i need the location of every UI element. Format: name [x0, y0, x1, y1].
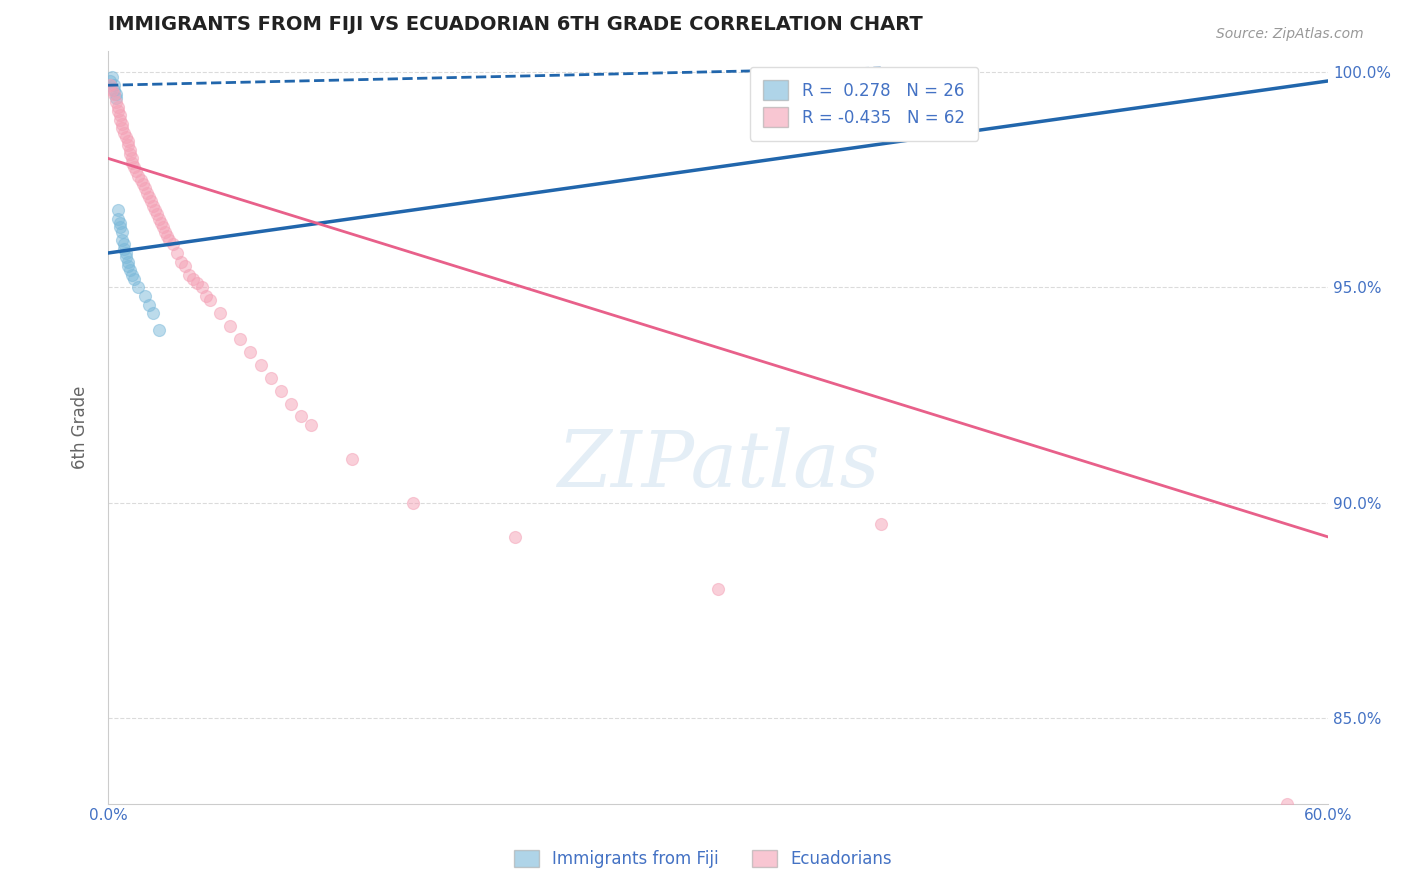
- Point: [340, 452, 363, 467]
- Point: [105, 91, 128, 105]
- Legend: R =  0.278   N = 26, R = -0.435   N = 62: R = 0.278 N = 26, R = -0.435 N = 62: [751, 67, 979, 141]
- Point: [219, 319, 242, 334]
- Point: [108, 216, 131, 230]
- Point: [148, 323, 170, 337]
- Point: [139, 194, 162, 209]
- Point: [166, 246, 188, 260]
- Text: Source: ZipAtlas.com: Source: ZipAtlas.com: [1216, 27, 1364, 41]
- Text: IMMIGRANTS FROM FIJI VS ECUADORIAN 6TH GRADE CORRELATION CHART: IMMIGRANTS FROM FIJI VS ECUADORIAN 6TH G…: [108, 15, 922, 34]
- Point: [142, 306, 165, 320]
- Point: [179, 268, 201, 282]
- Point: [121, 152, 143, 166]
- Point: [103, 87, 125, 101]
- Point: [115, 129, 138, 144]
- Point: [117, 259, 139, 273]
- Point: [117, 134, 139, 148]
- Point: [162, 237, 184, 252]
- Point: [142, 199, 165, 213]
- Point: [156, 228, 179, 243]
- Point: [128, 169, 150, 183]
- Point: [280, 396, 302, 410]
- Point: [134, 181, 156, 195]
- Point: [107, 202, 129, 217]
- Point: [105, 87, 128, 101]
- Point: [112, 237, 135, 252]
- Point: [135, 186, 157, 200]
- Point: [112, 126, 135, 140]
- Point: [157, 233, 180, 247]
- Point: [148, 211, 170, 226]
- Point: [129, 173, 152, 187]
- Point: [149, 216, 172, 230]
- Point: [103, 82, 125, 96]
- Point: [108, 220, 131, 235]
- Text: ZIPatlas: ZIPatlas: [557, 426, 879, 503]
- Point: [115, 250, 138, 264]
- Point: [190, 280, 212, 294]
- Point: [112, 242, 135, 256]
- Point: [101, 82, 124, 96]
- Point: [117, 254, 139, 268]
- Point: [131, 177, 153, 191]
- Point: [402, 495, 425, 509]
- Point: [174, 259, 197, 273]
- Point: [111, 233, 134, 247]
- Point: [138, 190, 160, 204]
- Point: [108, 108, 131, 122]
- Point: [111, 117, 134, 131]
- Y-axis label: 6th Grade: 6th Grade: [72, 385, 89, 469]
- Point: [198, 293, 221, 308]
- Point: [183, 272, 205, 286]
- Point: [111, 121, 134, 136]
- Point: [125, 164, 148, 178]
- Point: [103, 78, 125, 93]
- Point: [299, 418, 322, 433]
- Point: [120, 263, 142, 277]
- Point: [120, 143, 142, 157]
- Point: [124, 272, 146, 286]
- Point: [108, 112, 131, 127]
- Point: [143, 202, 166, 217]
- Point: [124, 160, 146, 174]
- Point: [146, 207, 169, 221]
- Point: [208, 306, 231, 320]
- Point: [107, 104, 129, 119]
- Point: [152, 220, 174, 235]
- Point: [707, 582, 730, 596]
- Point: [153, 225, 176, 239]
- Point: [134, 289, 156, 303]
- Point: [98, 74, 121, 88]
- Point: [270, 384, 292, 398]
- Point: [229, 332, 252, 346]
- Point: [128, 280, 150, 294]
- Point: [138, 298, 160, 312]
- Point: [170, 254, 193, 268]
- Point: [121, 155, 143, 169]
- Point: [503, 530, 526, 544]
- Point: [120, 147, 142, 161]
- Point: [290, 409, 312, 424]
- Point: [121, 268, 143, 282]
- Point: [98, 78, 121, 93]
- Point: [115, 246, 138, 260]
- Point: [101, 70, 124, 84]
- Point: [194, 289, 217, 303]
- Point: [239, 345, 262, 359]
- Point: [105, 95, 128, 110]
- Point: [107, 211, 129, 226]
- Legend: Immigrants from Fiji, Ecuadorians: Immigrants from Fiji, Ecuadorians: [508, 843, 898, 875]
- Point: [249, 358, 271, 372]
- Point: [186, 276, 208, 290]
- Point: [1277, 797, 1299, 811]
- Point: [111, 225, 134, 239]
- Point: [260, 370, 283, 384]
- Point: [117, 138, 139, 153]
- Point: [869, 516, 891, 531]
- Point: [107, 100, 129, 114]
